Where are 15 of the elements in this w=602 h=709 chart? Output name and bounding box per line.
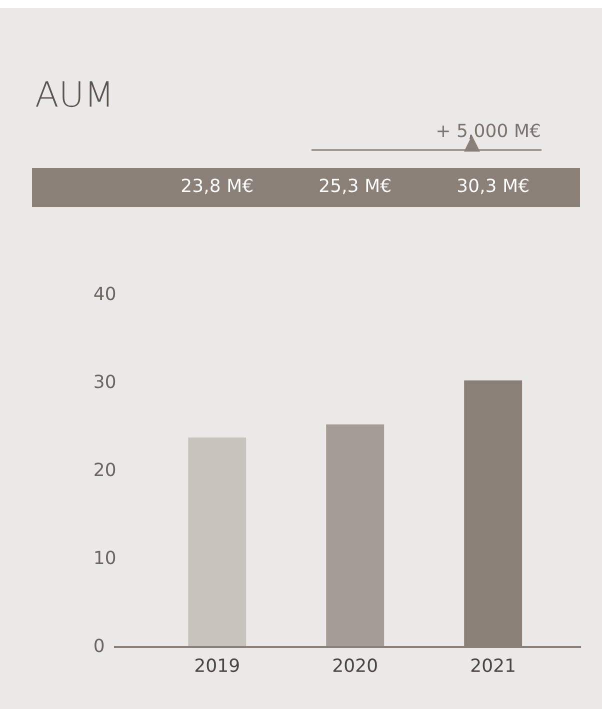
data-label: 23,8 M€ [182,178,252,194]
y-tick-label: 20 [94,462,116,476]
data-label: 30,3 M€ [458,178,528,194]
y-tick-label: 0 [94,638,104,652]
y-tick-label: 10 [95,550,116,564]
text: + 5,000 M€ [438,124,540,140]
x-tick-label: 2020 [333,658,377,672]
y-tick-label: 40 [94,286,116,300]
x-tick-label: 2019 [195,658,239,672]
data-label: 25,3 M€ [320,178,390,194]
y-tick-label: 30 [94,374,116,388]
bar [188,438,246,647]
bar [326,424,384,647]
chart-title: AUM [36,81,109,108]
x-tick-label: 2021 [471,658,514,672]
